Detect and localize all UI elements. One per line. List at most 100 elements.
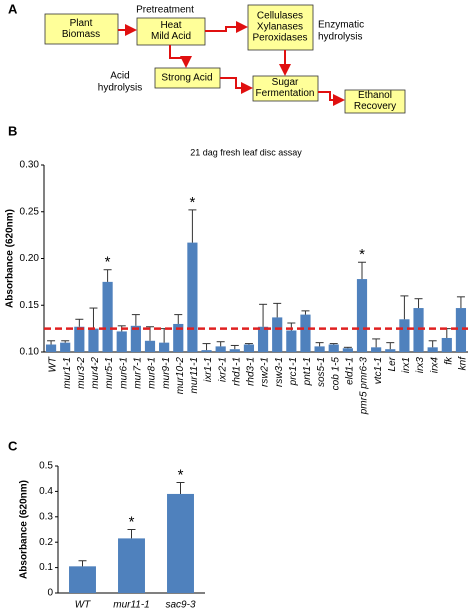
- x-tick-label: mur1-1: [62, 357, 73, 389]
- x-tick-label: mur5-1: [104, 357, 115, 389]
- bar: [243, 344, 255, 352]
- x-tick-label: prc1-1: [288, 357, 299, 386]
- bar: [118, 538, 145, 593]
- significance-star: *: [178, 466, 184, 483]
- arrow: [318, 91, 345, 106]
- arrow: [169, 45, 192, 68]
- y-tick-label: 0.4: [39, 486, 53, 497]
- bar: [399, 319, 410, 352]
- y-tick-label: 0.3: [39, 511, 53, 522]
- bar: [257, 326, 269, 352]
- x-tick-label: rsw2-1: [260, 357, 271, 387]
- x-tick-label: mur4-2: [90, 357, 101, 389]
- panel-label: C: [8, 438, 18, 453]
- x-tick-label: rsw3-1: [274, 357, 285, 387]
- bar: [300, 314, 311, 352]
- node-label: Strong Acid: [161, 73, 212, 84]
- node-box: [247, 4, 314, 51]
- node-label: Mild Acid: [151, 31, 191, 42]
- node-label: Cellulases: [257, 11, 303, 22]
- bar: [45, 344, 57, 352]
- bar: [116, 331, 127, 352]
- bar: [229, 349, 240, 352]
- x-tick-label: mur8-1: [147, 357, 158, 389]
- significance-star: *: [129, 513, 135, 530]
- arrow: [205, 21, 248, 33]
- chart-title: 21 dag fresh leaf disc assay: [190, 147, 302, 157]
- x-tick-label: mur7-1: [133, 357, 144, 389]
- bar: [441, 337, 452, 352]
- bar: [427, 347, 438, 352]
- node-box: [136, 17, 206, 46]
- note: hydrolysis: [98, 83, 142, 94]
- x-tick-label: rhd1-1: [231, 357, 242, 386]
- bar: [74, 326, 85, 352]
- node-label: Peroxidases: [252, 33, 307, 44]
- bar: [159, 342, 170, 352]
- x-tick-label: cob 1-5: [330, 357, 341, 391]
- node-box: [252, 75, 319, 102]
- bar: [413, 308, 424, 352]
- x-tick-label: mur10-2: [175, 357, 186, 395]
- y-tick-label: 0.15: [20, 300, 40, 311]
- panel-label: B: [8, 123, 17, 138]
- x-tick-label: rhd3-1: [246, 357, 257, 386]
- x-tick-label: vtc1-1: [373, 357, 384, 384]
- x-tick-label: mur9-1: [161, 357, 172, 389]
- x-tick-label: Ler: [387, 356, 398, 371]
- y-tick-label: 0: [47, 588, 53, 599]
- x-tick-label: irx4: [429, 357, 440, 374]
- bar: [272, 317, 283, 352]
- bar: [144, 340, 156, 352]
- bar: [60, 342, 71, 352]
- y-tick-label: 0.10: [20, 347, 40, 358]
- y-tick-label: 0.2: [39, 537, 53, 548]
- bar: [314, 346, 325, 352]
- y-axis-label: Absorbance (620nm): [5, 209, 16, 308]
- bar: [328, 344, 339, 352]
- y-tick-label: 0.20: [20, 253, 40, 264]
- node-box: [44, 13, 119, 45]
- bar: [455, 308, 467, 352]
- x-tick-label: WT: [75, 600, 91, 609]
- bar: [102, 281, 113, 352]
- x-tick-label: pnt1-1: [302, 357, 313, 386]
- x-tick-label: mur11-1: [113, 600, 150, 609]
- node-label: Plant: [70, 18, 93, 29]
- y-tick-label: 0.1: [39, 562, 53, 573]
- panel-label: A: [8, 1, 18, 16]
- bar: [342, 348, 353, 352]
- significance-star: *: [359, 246, 365, 263]
- node-box: [344, 89, 406, 114]
- note: hydrolysis: [318, 32, 362, 43]
- bar: [187, 242, 198, 352]
- x-tick-label: sos5-1: [316, 357, 327, 387]
- arrow: [220, 77, 253, 94]
- x-tick-label: ixr1-1: [203, 357, 214, 382]
- node-label: Sugar: [272, 77, 299, 88]
- node-label: Fermentation: [256, 88, 315, 99]
- x-tick-label: WT: [48, 356, 59, 372]
- bar: [167, 493, 194, 593]
- bar: [69, 566, 96, 593]
- x-tick-label: sac9-3: [165, 600, 195, 609]
- node-label: Biomass: [62, 29, 100, 40]
- x-tick-label: fk: [443, 356, 454, 365]
- node-label: Recovery: [354, 101, 396, 112]
- x-tick-label: mur6-1: [118, 357, 129, 389]
- x-tick-label: irx1: [401, 357, 412, 373]
- bar: [286, 330, 297, 352]
- bar: [130, 325, 141, 352]
- bar: [385, 349, 396, 352]
- x-tick-label: mur11-1: [189, 357, 200, 394]
- bar: [215, 346, 226, 352]
- bar: [371, 347, 382, 352]
- x-tick-label: knf: [458, 356, 469, 371]
- x-tick-label: irx3: [415, 357, 426, 374]
- x-tick-label: mur3-2: [76, 357, 87, 389]
- bar: [201, 350, 212, 352]
- x-tick-label: ixr2-1: [217, 357, 228, 382]
- y-tick-label: 0.5: [39, 461, 53, 472]
- note: Enzymatic: [318, 20, 364, 31]
